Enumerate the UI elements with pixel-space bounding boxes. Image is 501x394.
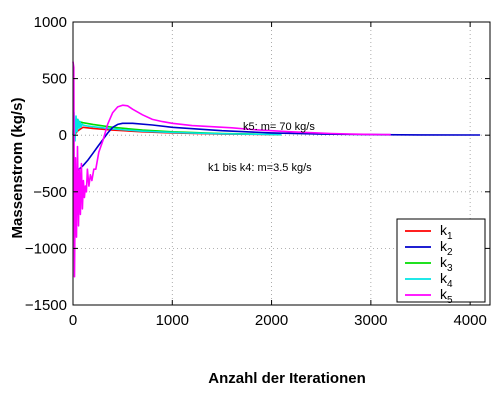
y-tick-label: 500 (42, 71, 67, 88)
series-line-k4 (72, 111, 282, 142)
x-tick-label: 0 (69, 312, 77, 329)
legend-label-k4: k4 (440, 270, 453, 290)
legend-box (396, 218, 486, 303)
axis-ticks: 0 1000 2000 3000 4000 1000 500 0 −500 −1000 −1500 (25, 14, 490, 329)
legend-label-k5: k5 (440, 286, 453, 306)
x-axis-label: Anzahl der Iterationen (208, 370, 366, 387)
grid (73, 22, 490, 305)
y-tick-label: −1000 (25, 240, 67, 257)
legend-label-k2: k2 (440, 238, 453, 258)
x-tick-label: 2000 (255, 312, 288, 329)
x-tick-label: 4000 (453, 312, 486, 329)
y-tick-label: 1000 (34, 14, 67, 31)
legend-label-k3: k3 (440, 254, 453, 274)
annotation-k1-k4: k1 bis k4: m=3.5 kg/s (208, 162, 312, 174)
plot-area (72, 21, 491, 306)
annotation-k5: k5: m= 70 kg/s (243, 121, 315, 133)
y-tick-label: −500 (33, 184, 67, 201)
series-line-k2 (72, 122, 481, 174)
legend-label-k1: k1 (440, 222, 453, 242)
y-tick-label: −1500 (25, 297, 67, 314)
series-lines (72, 61, 481, 278)
x-tick-label: 1000 (156, 312, 189, 329)
series-line-k5 (72, 61, 391, 278)
x-tick-label: 3000 (354, 312, 387, 329)
y-tick-label: 0 (59, 127, 67, 144)
y-axis-label: Massenstrom (kg/s) (9, 98, 26, 239)
